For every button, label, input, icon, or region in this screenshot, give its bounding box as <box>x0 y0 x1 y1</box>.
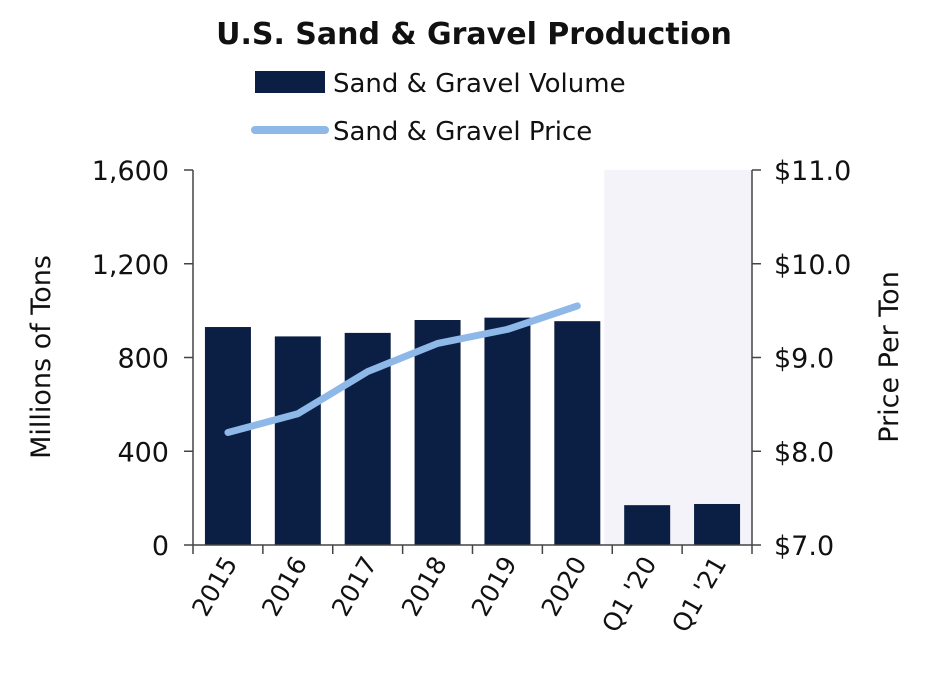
left-axis-title: Millions of Tons <box>26 255 57 459</box>
chart-title: U.S. Sand & Gravel Production <box>216 17 732 52</box>
x-tick-label: 2018 <box>396 552 453 622</box>
x-tick-label: 2019 <box>466 552 523 622</box>
left-tick-label: 800 <box>117 344 169 375</box>
x-tick-label: 2015 <box>186 552 243 622</box>
left-tick-label: 0 <box>152 531 169 562</box>
bar-4 <box>414 320 461 545</box>
price-line <box>224 302 581 436</box>
bar-7 <box>624 505 671 545</box>
bar-1 <box>204 327 251 545</box>
x-tick-label: 2017 <box>326 552 383 622</box>
left-tick-label: 1,200 <box>92 250 169 281</box>
legend: Sand & Gravel Volume Sand & Gravel Price <box>251 69 626 147</box>
left-tick-label: 1,600 <box>92 156 169 187</box>
legend-swatch-volume <box>255 71 325 93</box>
bar-2 <box>274 336 321 545</box>
x-tick-label: Q1 '20 <box>596 552 662 638</box>
x-tick-label: 2016 <box>256 552 313 622</box>
bar-5 <box>484 317 531 545</box>
legend-label-volume: Sand & Gravel Volume <box>333 69 626 99</box>
right-axis-title: Price Per Ton <box>874 271 905 443</box>
bar-6 <box>554 321 601 545</box>
right-tick-label: $10.0 <box>774 250 851 281</box>
right-tick-label: $9.0 <box>774 344 834 375</box>
right-tick-label: $7.0 <box>774 531 834 562</box>
x-tick-label: 2020 <box>536 552 593 622</box>
bar-8 <box>694 503 741 545</box>
left-tick-label: 400 <box>117 437 169 468</box>
legend-label-price: Sand & Gravel Price <box>333 117 592 147</box>
right-tick-label: $11.0 <box>774 156 851 187</box>
right-tick-label: $8.0 <box>774 437 834 468</box>
x-tick-label: Q1 '21 <box>666 552 732 638</box>
quarterly-highlight-region <box>604 170 752 545</box>
